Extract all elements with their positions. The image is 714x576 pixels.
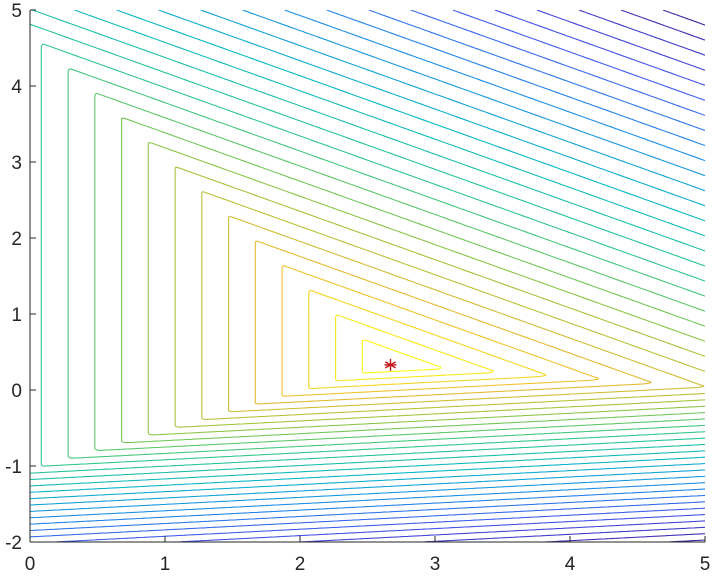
- tick-marks: [29, 9, 706, 543]
- contour-line-5: [254, 240, 652, 405]
- contour-line-11: [94, 93, 705, 451]
- x-tick-label: 3: [430, 554, 441, 575]
- contour-line-4: [281, 265, 600, 397]
- y-tick-label: 1: [11, 305, 22, 326]
- y-tick-label: 0: [11, 381, 22, 402]
- contour-line-18: [30, 10, 705, 500]
- x-tick-label: 2: [295, 554, 306, 575]
- y-tick-label: 3: [11, 153, 22, 174]
- contour-line-8: [174, 166, 705, 428]
- axes: [29, 10, 705, 543]
- x-tick-label: 4: [565, 554, 576, 575]
- contour-line-10: [121, 117, 705, 444]
- contour-line-7: [201, 191, 705, 420]
- x-tick-label: 1: [160, 554, 171, 575]
- contour-line-23: [30, 10, 705, 532]
- contour-line-16: [30, 10, 705, 487]
- y-tick-label: 4: [11, 77, 22, 98]
- contour-line-29: [544, 10, 705, 542]
- contour-line-14: [30, 23, 705, 474]
- y-tick-label: 2: [11, 229, 22, 250]
- contour-line-2: [335, 314, 494, 382]
- contour-line-21: [30, 10, 705, 519]
- y-tick-label: -2: [5, 533, 22, 554]
- contour-line-27: [299, 10, 705, 542]
- y-tick-labels: -2 -1 0 1 2 3 4 5: [5, 1, 22, 554]
- y-tick-label: 5: [11, 1, 22, 22]
- contour-line-12: [67, 68, 705, 459]
- contour-line-20: [30, 10, 705, 512]
- contour-line-13: [40, 43, 705, 467]
- contour-line-15: [30, 10, 705, 481]
- contour-line-1: [361, 339, 442, 374]
- contour-lines: [30, 10, 705, 542]
- contour-line-9: [147, 142, 705, 436]
- contour-line-25: [54, 10, 705, 542]
- minimum-point: [384, 358, 397, 371]
- x-tick-label: 0: [25, 554, 36, 575]
- x-tick-labels: 0 1 2 3 4 5: [25, 554, 711, 575]
- contour-line-6: [228, 215, 705, 413]
- contour-line-3: [308, 289, 547, 390]
- minimum-marker: [384, 358, 397, 371]
- contour-line-22: [30, 10, 705, 525]
- contour-line-24: [30, 10, 705, 538]
- x-tick-label: 5: [700, 554, 711, 575]
- contour-line-17: [30, 10, 705, 493]
- y-tick-label: -1: [5, 457, 22, 478]
- contour-line-30: [662, 10, 705, 542]
- contour-line-19: [30, 10, 705, 506]
